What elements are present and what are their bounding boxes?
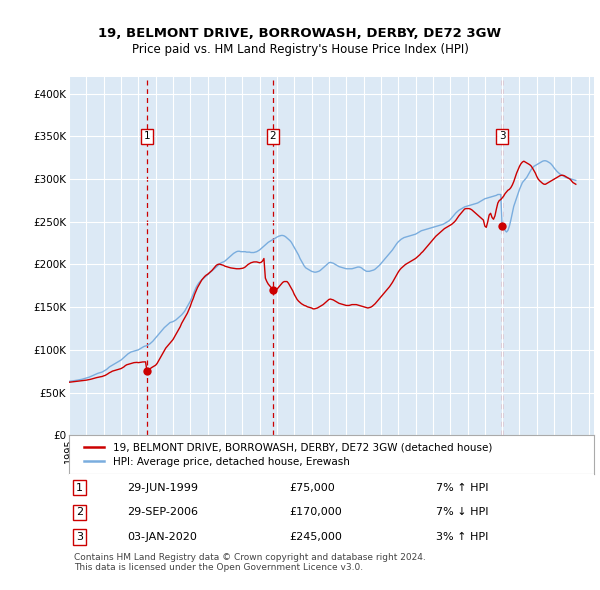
Text: £170,000: £170,000 — [290, 507, 342, 517]
Text: 19, BELMONT DRIVE, BORROWASH, DERBY, DE72 3GW: 19, BELMONT DRIVE, BORROWASH, DERBY, DE7… — [98, 27, 502, 40]
Text: £245,000: £245,000 — [290, 532, 343, 542]
Legend: 19, BELMONT DRIVE, BORROWASH, DERBY, DE72 3GW (detached house), HPI: Average pri: 19, BELMONT DRIVE, BORROWASH, DERBY, DE7… — [79, 438, 496, 471]
Text: 1: 1 — [76, 483, 83, 493]
Text: 2: 2 — [269, 132, 276, 142]
Text: 29-SEP-2006: 29-SEP-2006 — [127, 507, 198, 517]
Text: 7% ↑ HPI: 7% ↑ HPI — [437, 483, 489, 493]
Text: 3: 3 — [76, 532, 83, 542]
Text: Price paid vs. HM Land Registry's House Price Index (HPI): Price paid vs. HM Land Registry's House … — [131, 43, 469, 56]
Text: 29-JUN-1999: 29-JUN-1999 — [127, 483, 198, 493]
Text: 7% ↓ HPI: 7% ↓ HPI — [437, 507, 489, 517]
Text: 2: 2 — [76, 507, 83, 517]
Text: 3% ↑ HPI: 3% ↑ HPI — [437, 532, 489, 542]
Text: £75,000: £75,000 — [290, 483, 335, 493]
Text: Contains HM Land Registry data © Crown copyright and database right 2024.
This d: Contains HM Land Registry data © Crown c… — [74, 553, 426, 572]
Text: 03-JAN-2020: 03-JAN-2020 — [127, 532, 197, 542]
Text: 1: 1 — [143, 132, 150, 142]
Text: 3: 3 — [499, 132, 505, 142]
